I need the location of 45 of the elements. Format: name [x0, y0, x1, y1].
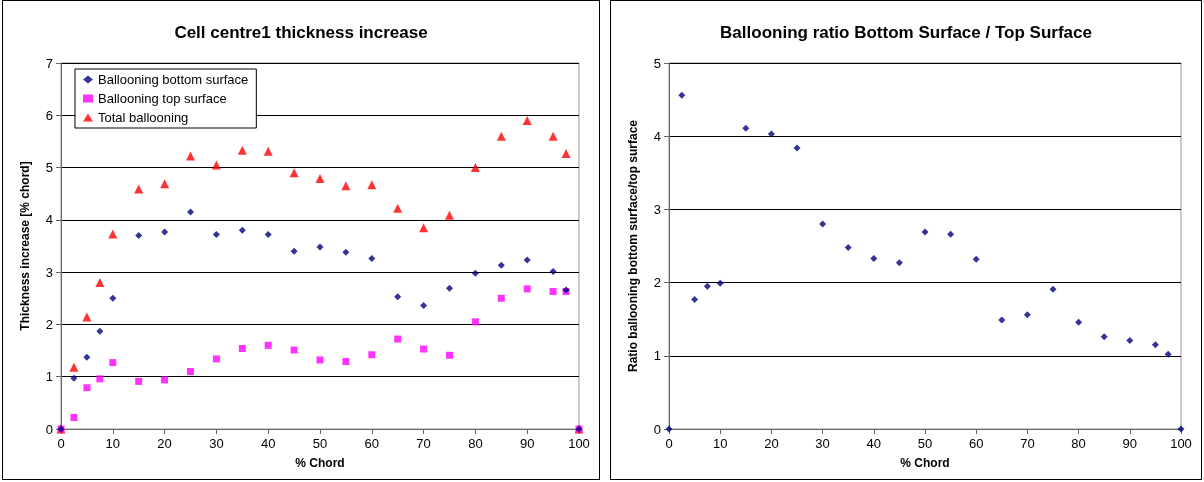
x-tick-label: 80: [1071, 436, 1086, 451]
x-tick-label: 20: [157, 436, 172, 451]
y-tick-label: 6: [45, 107, 53, 123]
x-tick-label: 30: [209, 436, 224, 451]
y-tick-label: 4: [45, 212, 53, 228]
x-tick-label: 70: [1020, 436, 1035, 451]
legend-label: Ballooning top surface: [98, 91, 227, 106]
chart-title: Cell centre1 thickness increase: [174, 23, 428, 42]
legend-label: Ballooning bottom surface: [98, 72, 249, 87]
x-tick-label: 100: [1170, 436, 1192, 451]
x-tick-label: 60: [364, 436, 380, 451]
y-tick-label: 2: [45, 316, 53, 332]
y-axis-title: Thickness increase [% chord]: [18, 161, 32, 331]
y-tick-label: 7: [45, 55, 53, 71]
y-tick-label: 5: [653, 55, 661, 71]
x-tick-label: 80: [468, 436, 483, 451]
x-tick-label: 50: [917, 436, 933, 451]
x-tick-label: 90: [1122, 436, 1138, 451]
y-tick-label: 1: [653, 348, 661, 364]
y-tick-label: 3: [45, 264, 53, 280]
x-tick-label: 10: [105, 436, 121, 451]
y-tick-label: 5: [45, 160, 53, 176]
x-tick-label: 50: [312, 436, 328, 451]
x-tick-label: 100: [568, 436, 590, 451]
y-tick-label: 0: [653, 421, 661, 437]
x-tick-label: 40: [866, 436, 882, 451]
x-tick-label: 0: [665, 436, 673, 451]
x-tick-label: 10: [712, 436, 728, 451]
x-tick-label: 20: [764, 436, 779, 451]
x-tick-label: 40: [260, 436, 276, 451]
y-tick-label: 0: [45, 421, 53, 437]
y-axis-title: Ratio ballooning bottom surface/top surface: [626, 119, 640, 373]
legend-label: Total ballooning: [98, 110, 189, 125]
x-axis-title: % Chord: [900, 456, 950, 470]
chart-title: Ballooning ratio Bottom Surface / Top Surface: [720, 23, 1092, 42]
x-tick-label: 70: [416, 436, 431, 451]
x-tick-label: 60: [968, 436, 984, 451]
y-tick-label: 3: [653, 201, 661, 217]
y-tick-label: 2: [653, 275, 661, 291]
x-tick-label: 0: [57, 436, 65, 451]
x-axis-title: % Chord: [295, 456, 345, 470]
x-tick-label: 30: [815, 436, 830, 451]
y-tick-label: 4: [653, 128, 661, 144]
y-tick-label: 1: [45, 369, 53, 385]
x-tick-label: 90: [519, 436, 535, 451]
